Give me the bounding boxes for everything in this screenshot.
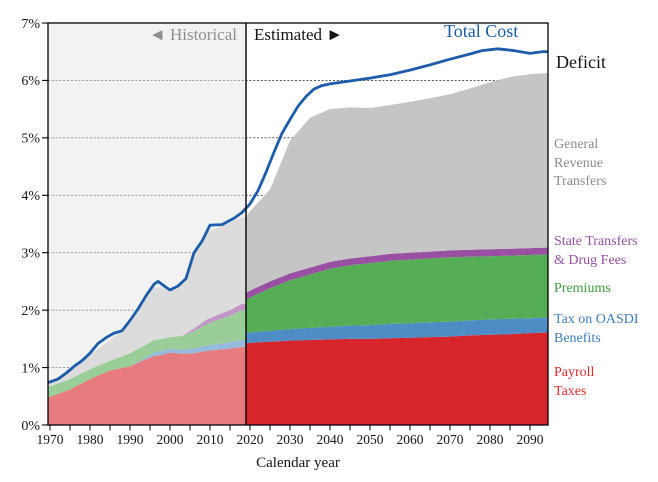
x-tick-label-2080: 2080 (477, 432, 504, 447)
x-tick-label-2070: 2070 (437, 432, 464, 447)
x-tick-label-2050: 2050 (357, 432, 384, 447)
x-tick-label-2060: 2060 (397, 432, 424, 447)
premiums-area (48, 254, 548, 397)
legend-payroll-taxes: Payroll Taxes (554, 365, 595, 399)
x-tick-label-2010: 2010 (197, 432, 224, 447)
x-axis-title: Calendar year (256, 455, 340, 471)
y-tick-label-4%: 4% (21, 189, 40, 204)
state-transfers-area (48, 247, 548, 387)
legend-tax-on-oasdi-benefits: Tax on OASDI Benefits (554, 312, 639, 346)
legend-premiums: Premiums (554, 281, 611, 296)
total-cost-label: Total Cost (444, 21, 519, 41)
x-tick-label-2090: 2090 (517, 432, 544, 447)
y-tick-label-6%: 6% (21, 74, 40, 89)
x-tick-label-1970: 1970 (37, 432, 64, 447)
x-tick-label-1980: 1980 (77, 432, 104, 447)
x-tick-label-2000: 2000 (157, 432, 184, 447)
plot-border (47, 22, 549, 426)
x-tick-label-2040: 2040 (317, 432, 344, 447)
estimated-region-label: Estimated ► (254, 25, 344, 44)
x-tick-label-2030: 2030 (277, 432, 304, 447)
x-tick-label-1990: 1990 (117, 432, 144, 447)
y-tick-label-3%: 3% (21, 247, 40, 262)
total-cost-line (48, 47, 548, 384)
general-revenue-area (48, 73, 548, 387)
y-tick-label-7%: 7% (21, 17, 40, 32)
y-tick-label-2%: 2% (21, 304, 40, 319)
y-tick-label-5%: 5% (21, 132, 40, 147)
tax-on-oasdi-area (48, 317, 548, 397)
y-tick-label-0%: 0% (21, 419, 40, 434)
y-tick-label-1%: 1% (21, 361, 40, 376)
historical-region-label: ◄ Historical (148, 25, 237, 44)
deficit-label: Deficit (556, 52, 606, 72)
x-tick-label-2020: 2020 (237, 432, 264, 447)
payroll-taxes-area (48, 332, 548, 425)
legend-general-revenue-transfers: General Revenue Transfers (554, 137, 607, 189)
legend-state-transfers-drug-fees: State Transfers & Drug Fees (554, 234, 638, 268)
